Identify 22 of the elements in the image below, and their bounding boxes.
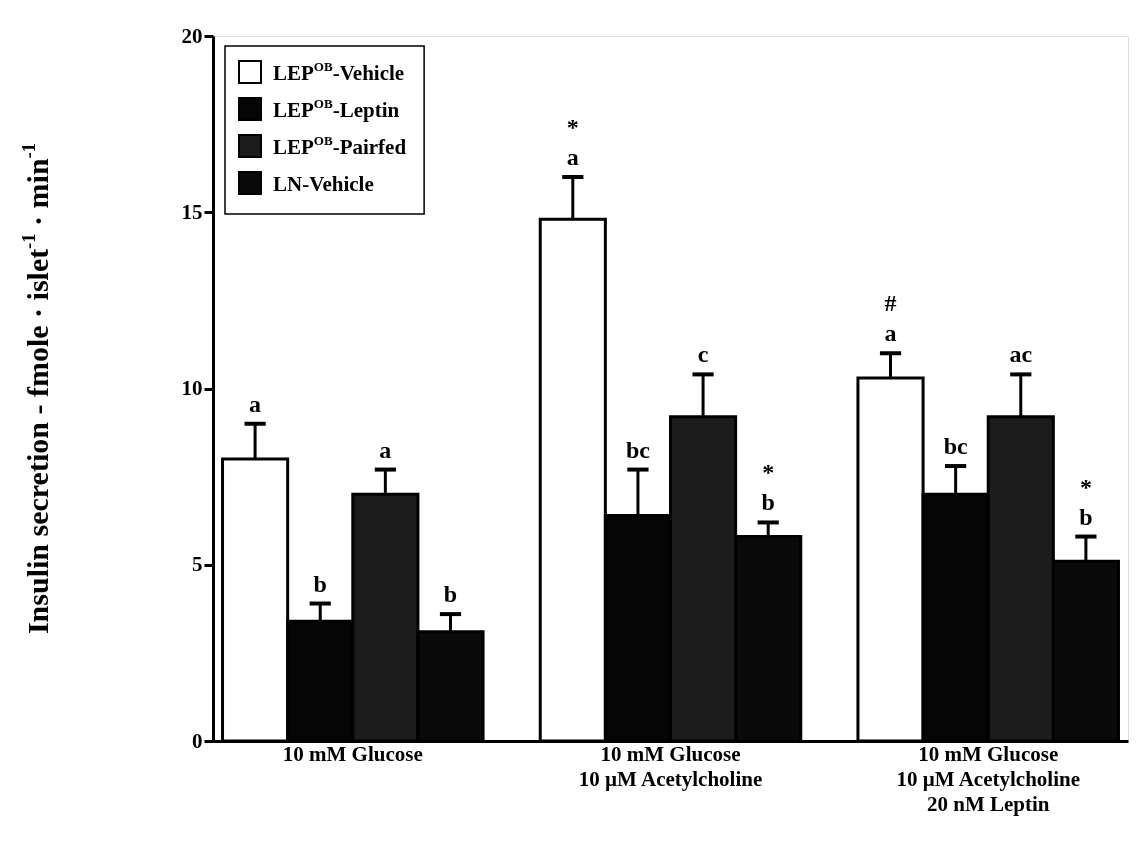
data-label: ac: [1009, 341, 1033, 368]
text: # a: [884, 290, 897, 347]
x-tick-label: 10 mM Glucose 10 µM Acetylcholine 20 nM Leptin: [896, 741, 1080, 816]
y-tick-label: 10: [181, 376, 203, 400]
data-label: a: [379, 436, 392, 463]
text: * b: [761, 459, 775, 516]
data-label: b: [443, 581, 458, 608]
data-label: b: [313, 570, 327, 597]
data-label: c: [697, 341, 709, 368]
text: * a: [566, 114, 579, 170]
x-tick-label: 10 mM Glucose: [282, 741, 423, 766]
y-tick-label: 20: [181, 23, 203, 48]
y-tick-label: 0: [192, 728, 203, 753]
data-label: bc: [943, 433, 968, 460]
x-tick-label: 10 mM Glucose 10 µM Acetylcholine: [578, 741, 763, 791]
y-axis-title: Insulin secretion - fmole · islet-1 · min-1: [18, 142, 54, 635]
legend-label: LN-Vehicle: [273, 172, 374, 196]
y-tick-label: 5: [192, 552, 203, 577]
text: * b: [1079, 473, 1093, 530]
y-tick-label: 15: [181, 199, 203, 224]
data-label: a: [249, 390, 262, 417]
data-label: bc: [625, 436, 651, 463]
